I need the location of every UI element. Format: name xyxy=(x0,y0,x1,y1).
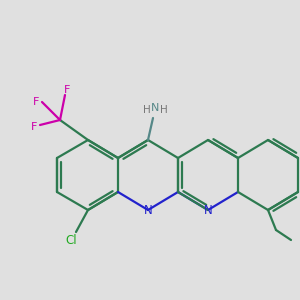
Text: H: H xyxy=(143,105,151,115)
Text: F: F xyxy=(33,97,39,107)
Text: H: H xyxy=(160,105,168,115)
Text: F: F xyxy=(64,85,70,95)
Text: N: N xyxy=(151,103,159,113)
Text: F: F xyxy=(31,122,37,132)
Text: N: N xyxy=(204,203,212,217)
Text: Cl: Cl xyxy=(65,233,77,247)
Text: N: N xyxy=(144,203,152,217)
